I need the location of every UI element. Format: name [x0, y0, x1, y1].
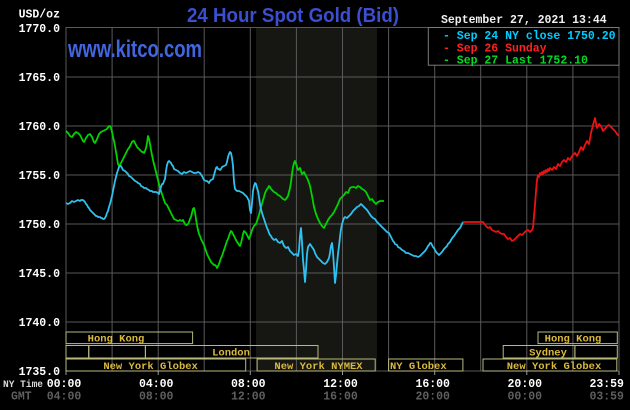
svg-text:04:00: 04:00: [139, 378, 174, 391]
svg-text:September 27, 2021 13:44: September 27, 2021 13:44: [441, 14, 607, 27]
svg-text:1760.0: 1760.0: [19, 121, 61, 134]
svg-text:- Sep 26 Sunday: - Sep 26 Sunday: [443, 42, 547, 55]
svg-text:1765.0: 1765.0: [19, 72, 61, 85]
svg-text:08:00: 08:00: [139, 391, 174, 404]
svg-text:00:00: 00:00: [47, 378, 82, 391]
svg-text:1745.0: 1745.0: [19, 268, 61, 281]
svg-text:New York Globex: New York Globex: [103, 361, 198, 373]
svg-text:- Sep 27 Last 1752.10: - Sep 27 Last 1752.10: [443, 55, 588, 68]
svg-text:Sydney: Sydney: [529, 348, 568, 360]
svg-text:www.kitco.com: www.kitco.com: [67, 36, 202, 63]
svg-text:GMT: GMT: [11, 391, 32, 404]
svg-text:London: London: [212, 348, 250, 360]
svg-text:16:00: 16:00: [415, 378, 450, 391]
svg-text:1735.0: 1735.0: [19, 366, 61, 379]
svg-text:24 Hour Spot Gold (Bid): 24 Hour Spot Gold (Bid): [187, 5, 399, 27]
svg-text:NY Globex: NY Globex: [390, 361, 447, 373]
svg-text:NY Time: NY Time: [3, 379, 43, 391]
svg-text:1755.0: 1755.0: [19, 170, 61, 183]
svg-text:New York NYMEX: New York NYMEX: [274, 361, 363, 373]
svg-text:Hong Kong: Hong Kong: [88, 334, 145, 346]
svg-text:USD/oz: USD/oz: [19, 8, 61, 21]
svg-text:08:00: 08:00: [231, 378, 266, 391]
svg-text:1770.0: 1770.0: [19, 23, 61, 36]
svg-text:12:00: 12:00: [231, 391, 266, 404]
svg-text:1740.0: 1740.0: [19, 317, 61, 330]
svg-text:New York Globex: New York Globex: [507, 361, 602, 373]
svg-text:00:00: 00:00: [508, 391, 543, 404]
svg-text:20:00: 20:00: [508, 378, 543, 391]
svg-text:12:00: 12:00: [323, 378, 358, 391]
svg-text:23:59: 23:59: [589, 378, 624, 391]
svg-text:Hong Kong: Hong Kong: [545, 334, 602, 346]
svg-text:16:00: 16:00: [323, 391, 358, 404]
svg-text:- Sep 24 NY close 1750.20: - Sep 24 NY close 1750.20: [443, 30, 616, 43]
svg-text:20:00: 20:00: [415, 391, 450, 404]
svg-text:1750.0: 1750.0: [19, 219, 61, 232]
svg-text:04:00: 04:00: [47, 391, 82, 404]
svg-text:03:59: 03:59: [589, 391, 624, 404]
